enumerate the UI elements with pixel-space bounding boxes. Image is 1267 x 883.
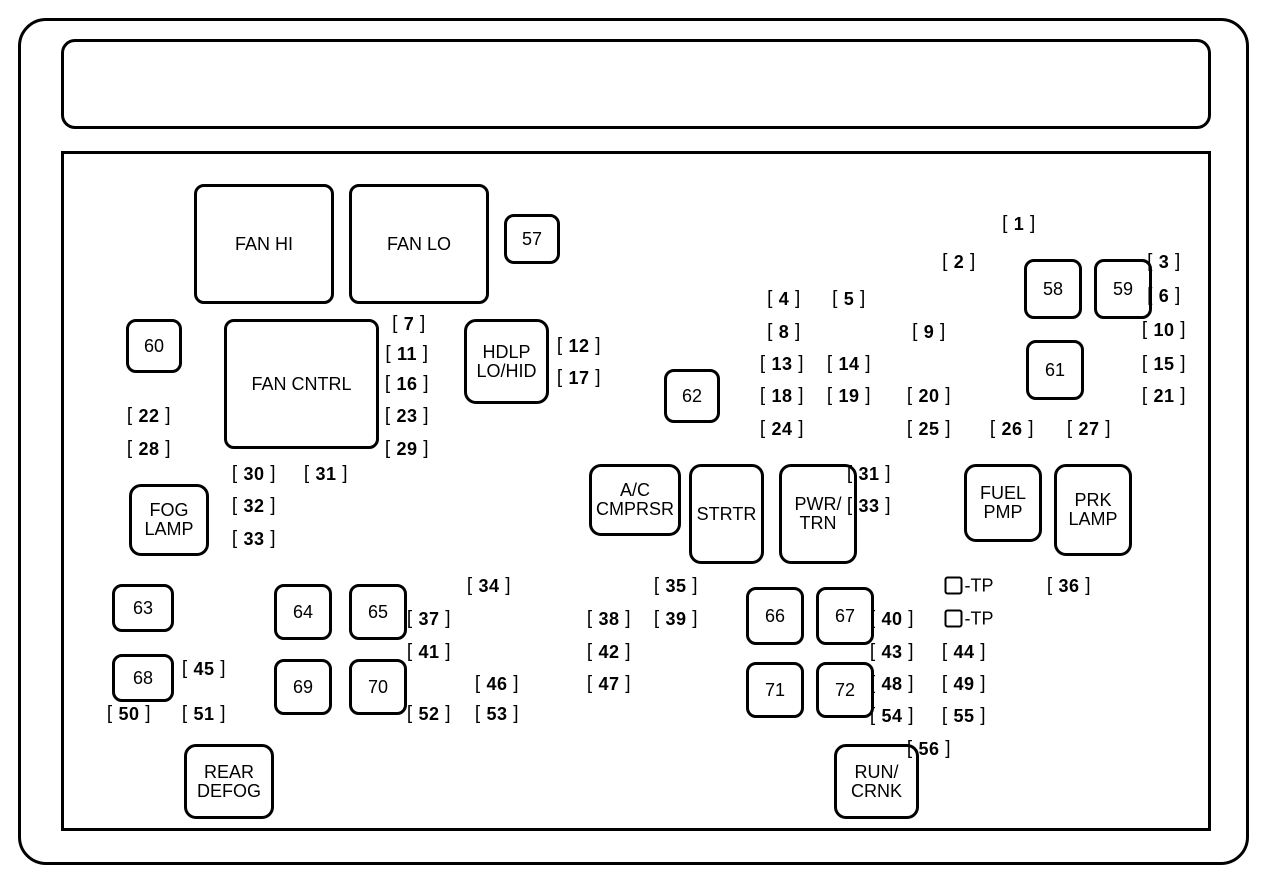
relay-ac-cmprsr: A/C CMPRSR xyxy=(589,464,681,536)
relay-r57: 57 xyxy=(504,214,560,264)
relay-r59: 59 xyxy=(1094,259,1152,319)
relay-fan-lo: FAN LO xyxy=(349,184,489,304)
fuse-29-28: 29 xyxy=(385,439,429,459)
fuse-41-42: 41 xyxy=(407,642,451,662)
test-point-0: -TP xyxy=(945,577,994,596)
relay-r72: 72 xyxy=(816,662,874,718)
fuse-45-46: 45 xyxy=(182,659,226,679)
relay-r68: 68 xyxy=(112,654,174,702)
fuse-15-14: 15 xyxy=(1142,354,1186,374)
relay-r69: 69 xyxy=(274,659,332,715)
fuse-38-39: 38 xyxy=(587,609,631,629)
fuse-24-23: 24 xyxy=(760,419,804,439)
relay-r61: 61 xyxy=(1026,340,1084,400)
fuse-12-11: 12 xyxy=(557,336,601,356)
fuse-22-21: 22 xyxy=(127,406,171,426)
relay-fog-lamp: FOG LAMP xyxy=(129,484,209,556)
relay-prk-lamp: PRK LAMP xyxy=(1054,464,1132,556)
fuse-19-18: 19 xyxy=(827,386,871,406)
tp-label: -TP xyxy=(965,610,994,629)
fuse-18-17: 18 xyxy=(760,386,804,406)
fuse-30-29: 30 xyxy=(232,464,276,484)
fuse-40-41: 40 xyxy=(870,609,914,629)
fuse-27-26: 27 xyxy=(1067,419,1111,439)
top-blank-panel xyxy=(61,39,1211,129)
fuse-9-8: 9 xyxy=(912,322,946,342)
fuse-31-30: 31 xyxy=(304,464,348,484)
tp-box-icon xyxy=(945,610,963,628)
relay-pwr-trn: PWR/ TRN xyxy=(779,464,857,564)
fuse-26-25: 26 xyxy=(990,419,1034,439)
relay-fuel-pmp: FUEL PMP xyxy=(964,464,1042,542)
fuse-48-49: 48 xyxy=(870,674,914,694)
fusebox-main: FAN HIFAN LO FAN CNTRL HDLP LO/HID FOG LAMP… xyxy=(61,151,1211,831)
relay-hdlp: HDLP LO/HID xyxy=(464,319,549,404)
relay-r65: 65 xyxy=(349,584,407,640)
relay-rear-defog: REAR DEFOG xyxy=(184,744,274,819)
fuse-3-2: 3 xyxy=(1147,252,1181,272)
relay-r71: 71 xyxy=(746,662,804,718)
fuse-20-19: 20 xyxy=(907,386,951,406)
fuse-37-38: 37 xyxy=(407,609,451,629)
fuse-46-47: 46 xyxy=(475,674,519,694)
fuse-1-0: 1 xyxy=(1002,214,1036,234)
fuse-35-36: 35 xyxy=(654,576,698,596)
fuse-31-31: 31 xyxy=(847,464,891,484)
relay-fan-hi: FAN HI xyxy=(194,184,334,304)
fuse-8-7: 8 xyxy=(767,322,801,342)
fuse-17-16: 17 xyxy=(557,368,601,388)
fuse-32-32: 32 xyxy=(232,496,276,516)
fuse-11-10: 11 xyxy=(385,344,428,364)
fuse-42-43: 42 xyxy=(587,642,631,662)
fuse-56-57: 56 xyxy=(907,739,951,759)
fuse-33-34: 33 xyxy=(847,496,891,516)
fuse-13-12: 13 xyxy=(760,354,804,374)
relay-r66: 66 xyxy=(746,587,804,645)
relay-strtr: STRTR xyxy=(689,464,764,564)
fuse-6-5: 6 xyxy=(1147,286,1181,306)
relay-fan-cntrl: FAN CNTRL xyxy=(224,319,379,449)
fuse-2-1: 2 xyxy=(942,252,976,272)
fuse-53-54: 53 xyxy=(475,704,519,724)
fuse-21-20: 21 xyxy=(1142,386,1186,406)
fuse-28-27: 28 xyxy=(127,439,171,459)
fuse-39-40: 39 xyxy=(654,609,698,629)
fuse-49-50: 49 xyxy=(942,674,986,694)
fuse-43-44: 43 xyxy=(870,642,914,662)
relay-r64: 64 xyxy=(274,584,332,640)
fuse-4-3: 4 xyxy=(767,289,801,309)
relay-r62: 62 xyxy=(664,369,720,423)
fuse-16-15: 16 xyxy=(385,374,429,394)
fuse-55-56: 55 xyxy=(942,706,986,726)
fuse-7-6: 7 xyxy=(392,314,426,334)
fuse-10-9: 10 xyxy=(1142,320,1186,340)
fuse-47-48: 47 xyxy=(587,674,631,694)
fuse-52-53: 52 xyxy=(407,704,451,724)
fuse-25-24: 25 xyxy=(907,419,951,439)
relay-r70: 70 xyxy=(349,659,407,715)
fuse-51-52: 51 xyxy=(182,704,226,724)
tp-box-icon xyxy=(945,577,963,595)
test-point-1: -TP xyxy=(945,610,994,629)
fuse-5-4: 5 xyxy=(832,289,866,309)
fuse-33-33: 33 xyxy=(232,529,276,549)
fuse-34-35: 34 xyxy=(467,576,511,596)
relay-r63: 63 xyxy=(112,584,174,632)
fuse-36-37: 36 xyxy=(1047,576,1091,596)
relay-r60: 60 xyxy=(126,319,182,373)
fuse-14-13: 14 xyxy=(827,354,871,374)
outer-frame: FAN HIFAN LO FAN CNTRL HDLP LO/HID FOG LAMP… xyxy=(18,18,1249,865)
tp-label: -TP xyxy=(965,577,994,596)
fuse-23-22: 23 xyxy=(385,406,429,426)
relay-r58: 58 xyxy=(1024,259,1082,319)
relay-r67: 67 xyxy=(816,587,874,645)
fuse-54-55: 54 xyxy=(870,706,914,726)
fuse-50-51: 50 xyxy=(107,704,151,724)
fuse-44-45: 44 xyxy=(942,642,986,662)
